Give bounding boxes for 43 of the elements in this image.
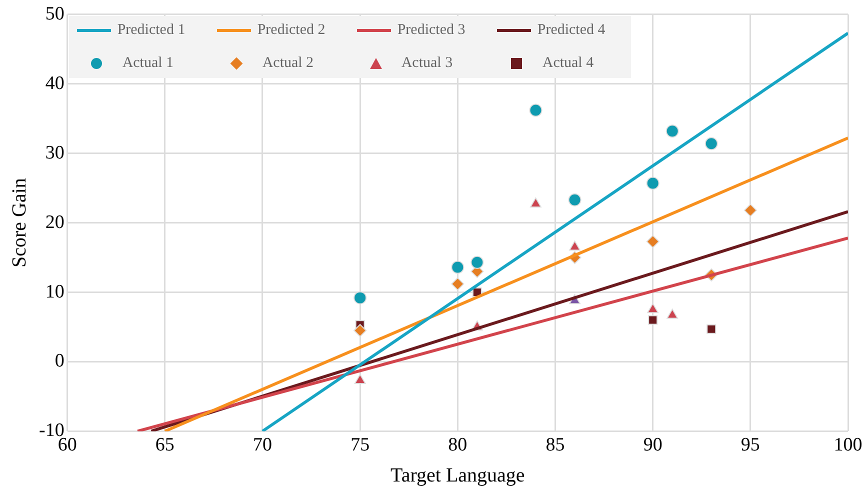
x-tick-label: 80	[448, 434, 468, 456]
y-tick-label: 0	[54, 350, 64, 372]
legend-label: Predicted 2	[257, 22, 326, 40]
point	[706, 324, 716, 334]
point	[666, 308, 678, 319]
legend-label: Predicted 4	[537, 22, 606, 40]
point	[648, 315, 658, 325]
point	[470, 256, 484, 269]
y-tick-label: 10	[45, 281, 64, 302]
x-tick-label: 75	[350, 434, 370, 456]
x-axis-title: Target Language	[390, 464, 525, 486]
point	[451, 260, 464, 274]
point	[704, 137, 718, 150]
point	[529, 104, 542, 117]
legend-label: Predicted 3	[397, 22, 466, 40]
x-tick-label: 85	[546, 434, 565, 456]
point	[354, 324, 367, 337]
point	[646, 235, 660, 248]
point	[647, 303, 659, 314]
point	[354, 374, 366, 384]
legend-label: Actual 2	[262, 55, 314, 72]
y-tick-label: 40	[45, 72, 64, 94]
x-tick-label: 95	[740, 434, 760, 456]
x-tick-label: 65	[155, 434, 174, 456]
point	[646, 176, 660, 190]
point	[569, 240, 580, 251]
point	[744, 204, 757, 217]
legend-label: Actual 3	[401, 55, 453, 72]
point	[666, 124, 679, 138]
x-tick-label: 70	[252, 434, 272, 456]
legend-label: Predicted 1	[117, 22, 186, 40]
legend-label: Actual 4	[542, 55, 594, 72]
y-tick-label: 30	[45, 142, 64, 164]
y-tick-label: 50	[45, 3, 64, 24]
point	[451, 277, 464, 290]
point	[530, 198, 542, 208]
y-axis-title: Score Gain	[8, 178, 30, 268]
x-tick-label: 100	[834, 434, 862, 456]
point	[568, 193, 582, 206]
x-tick-label: 90	[643, 434, 662, 456]
point	[354, 291, 367, 304]
legend-label: Actual 1	[122, 55, 174, 72]
y-tick-label: 20	[45, 212, 64, 233]
